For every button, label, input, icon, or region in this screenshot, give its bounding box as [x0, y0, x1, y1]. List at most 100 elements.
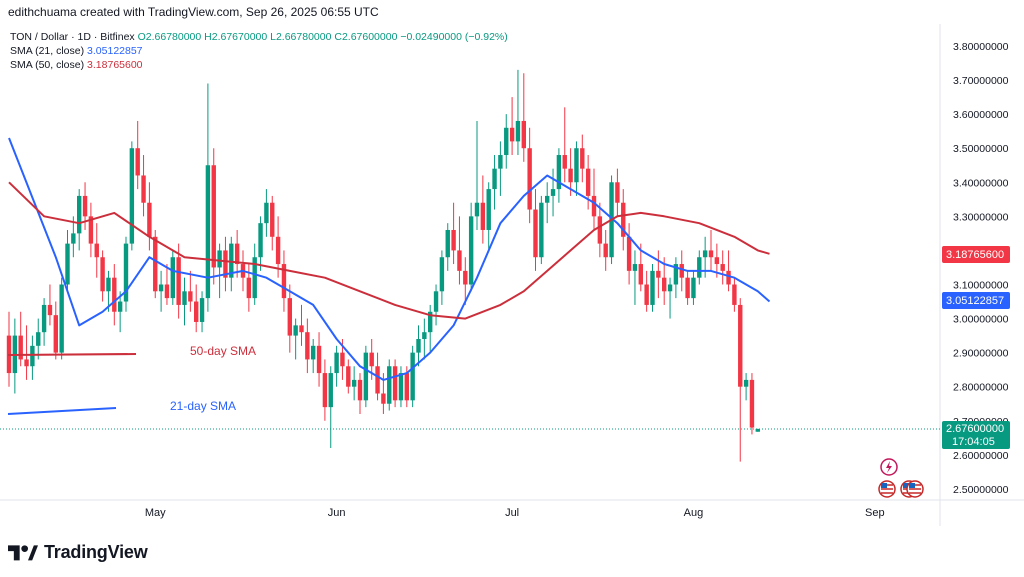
- candle-body-44: [264, 202, 269, 224]
- candle-body-110: [650, 270, 655, 305]
- sma21-annotation-label: 21-day SMA: [170, 399, 236, 413]
- candle-body-32: [194, 301, 199, 322]
- candle-body-52: [311, 345, 316, 360]
- candle-body-22: [135, 148, 140, 176]
- price-badges: 3.18765600 3.05122857 2.67600000 17:04:0…: [942, 246, 1010, 449]
- candle-body-117: [691, 277, 696, 299]
- plot-area[interactable]: [0, 69, 940, 462]
- candle-body-19: [117, 301, 123, 312]
- candle-body-47: [281, 264, 287, 299]
- countdown-badge: 17:04:05: [952, 436, 995, 448]
- candle-body-67: [398, 373, 404, 401]
- event-icons[interactable]: [878, 458, 924, 498]
- candle-body-68: [404, 373, 409, 401]
- candle-body-87: [515, 120, 521, 142]
- candle-body-115: [679, 264, 684, 278]
- sma50-badge-bg: [942, 246, 1010, 263]
- candle-body-125: [738, 304, 743, 387]
- candle-body-78: [463, 270, 468, 285]
- candle-body-109: [644, 284, 649, 305]
- candle-body-55: [328, 373, 333, 408]
- x-tick-label-4: Sep: [865, 507, 885, 519]
- candle-body-41: [246, 277, 252, 299]
- legend-sma21-row[interactable]: SMA (21, close) 3.05122857: [10, 44, 508, 58]
- candle-body-108: [638, 264, 643, 285]
- candle-body-92: [545, 195, 550, 203]
- x-tick-label-2: Jul: [505, 507, 519, 519]
- candle-body-13: [82, 195, 88, 217]
- candle-body-90: [533, 209, 538, 258]
- candle-body-59: [351, 379, 357, 387]
- candle-body-121: [714, 257, 720, 265]
- candle-body-12: [77, 195, 82, 234]
- price-badge-bg: [942, 421, 1010, 449]
- legend-main-row[interactable]: TON / Dollar · 1D · Bitfinex O2.66780000…: [10, 30, 508, 44]
- candle-body-8: [53, 315, 58, 353]
- candle-body-3: [24, 359, 29, 367]
- candle-body-106: [626, 236, 632, 271]
- candle-body-89: [527, 148, 532, 210]
- candle-body-97: [574, 148, 579, 183]
- candle-body-7: [47, 304, 53, 316]
- candle-body-124: [732, 284, 737, 305]
- time-axis[interactable]: MayJunJulAugSepOct: [145, 507, 1024, 519]
- x-tick-label-1: Jun: [328, 507, 346, 519]
- candle-body-23: [141, 175, 146, 203]
- candle-body-16: [100, 257, 105, 292]
- lightning-icon[interactable]: [880, 458, 898, 476]
- y-tick-label-6: 3.10000000: [953, 279, 1009, 291]
- legend-symbol: TON / Dollar · 1D · Bitfinex: [10, 31, 135, 43]
- candle-body-17: [106, 277, 111, 292]
- candle-body-49: [293, 325, 298, 336]
- candle-body-120: [708, 250, 714, 258]
- legend-sma50-row[interactable]: SMA (50, close) 3.18765600: [10, 58, 508, 72]
- candle-body-70: [416, 339, 421, 353]
- candle-body-2: [18, 335, 23, 360]
- candle-body-5: [36, 332, 41, 346]
- sma21-badge-bg: [942, 292, 1010, 309]
- legend-sma21-label: SMA (21, close): [10, 45, 85, 57]
- sma21-line: [8, 137, 771, 381]
- candle-body-58: [346, 366, 351, 387]
- candle-body-11: [71, 233, 76, 244]
- y-tick-label-2: 3.60000000: [953, 109, 1009, 121]
- candle-body-119: [702, 250, 708, 258]
- candle-body-104: [615, 182, 620, 203]
- candle-body-71: [422, 332, 427, 340]
- annotations: 50-day SMA 21-day SMA: [7, 344, 256, 415]
- tradingview-wordmark: TradingView: [44, 541, 148, 562]
- candle-body-101: [597, 216, 603, 244]
- candle-body-75: [445, 229, 450, 258]
- candle-body-65: [387, 366, 392, 404]
- candle-body-28: [170, 257, 175, 299]
- candle-body-98: [580, 148, 585, 169]
- candle-body-63: [375, 366, 380, 394]
- candle-body-73: [433, 291, 439, 312]
- y-tick-label-4: 3.40000000: [953, 177, 1009, 189]
- candle-body-60: [357, 379, 363, 401]
- candle-body-88: [521, 120, 526, 149]
- candle-body-128: [755, 428, 760, 432]
- candle-body-126: [743, 379, 749, 387]
- candle-body-48: [287, 298, 292, 336]
- us-flag-event-icon-3[interactable]: [906, 480, 924, 498]
- candle-body-82: [486, 189, 491, 230]
- candle-body-42: [252, 257, 257, 299]
- us-flag-event-icon[interactable]: [878, 480, 896, 498]
- candle-body-9: [59, 284, 64, 353]
- candle-body-37: [223, 250, 228, 278]
- candle-body-34: [205, 165, 211, 299]
- tradingview-branding[interactable]: TradingView: [8, 540, 148, 564]
- candle-body-6: [41, 304, 47, 333]
- candle-body-118: [697, 257, 702, 278]
- candle-body-94: [556, 155, 562, 190]
- candle-body-31: [188, 291, 193, 302]
- candle-body-96: [568, 168, 573, 183]
- y-tick-label-1: 3.70000000: [953, 75, 1009, 87]
- legend-ohlc: O2.66780000 H2.67670000 L2.66780000 C2.6…: [137, 31, 508, 43]
- x-tick-label-3: Aug: [684, 507, 704, 519]
- creator-caption: edithchuama created with TradingView.com…: [8, 5, 379, 19]
- y-tick-label-11: 2.60000000: [953, 450, 1009, 462]
- sma50-annotation-label: 50-day SMA: [190, 344, 256, 358]
